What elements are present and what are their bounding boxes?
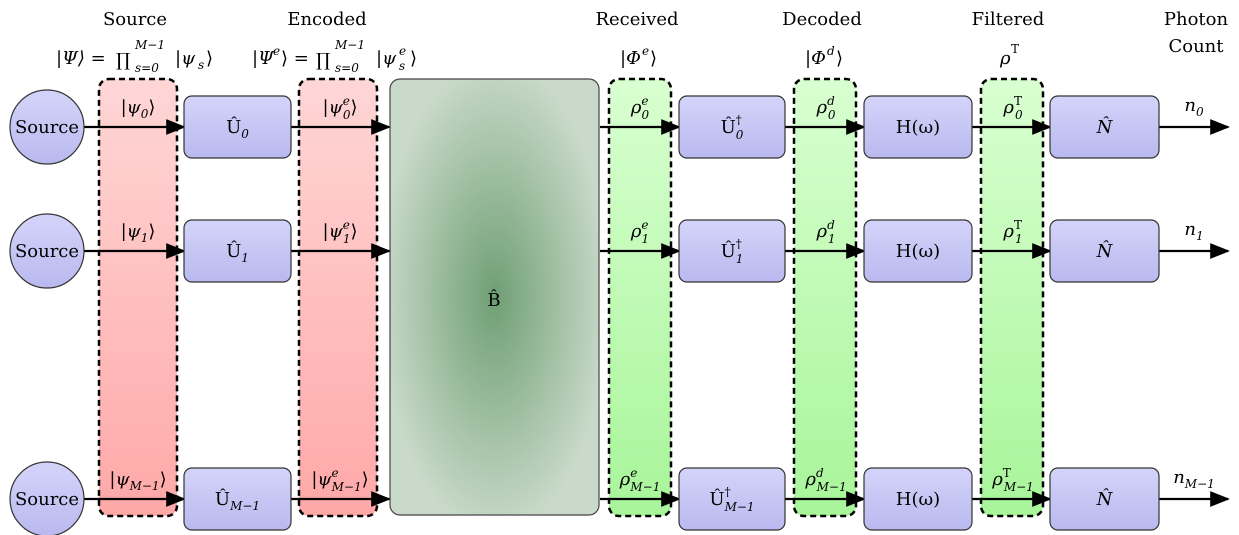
source-prod-upper: M−1: [134, 38, 165, 52]
received-formula: |Φ e ⟩: [620, 44, 657, 69]
photon-count-label: n1: [1184, 219, 1203, 243]
column-headers: Source Encoded Received Decoded Filtered…: [56, 9, 1229, 75]
decoder-block-label: Û† 1: [721, 237, 744, 266]
filtered-formula: ρ T: [999, 42, 1019, 69]
source-formula: |Ψ⟩ = ∏ M−1 s=0 |ψ s ⟩: [56, 38, 213, 75]
encoded-state-band: [297, 77, 379, 518]
svg-text:⟩ =: ⟩ =: [281, 48, 309, 69]
filter-block: [863, 95, 973, 159]
header-filtered: Filtered: [972, 9, 1045, 30]
svg-text:|Ψ: |Ψ: [252, 48, 275, 69]
svg-text:⟩: ⟩: [650, 48, 657, 69]
header-source: Source: [103, 9, 167, 30]
decoded-formula: |Φ d ⟩: [805, 44, 843, 69]
encoder-block: [183, 95, 292, 159]
received-state-label: ρe 1: [630, 218, 649, 246]
encoder-block-label: ÛM−1: [215, 487, 260, 513]
svg-text:ρ: ρ: [999, 48, 1011, 69]
source-state-band: [97, 77, 179, 518]
photon-count-label: nM−1: [1173, 467, 1215, 491]
photon-source: [9, 89, 85, 165]
signal-rows: Source Û0 Û† 0 H(ω) N̂|ψ0⟩ |ψe 0⟩ ρe 0 ρd 0 ρT 0 n0Sou…: [9, 89, 1230, 535]
photon-count-label: n0: [1184, 95, 1204, 119]
header-received: Received: [595, 9, 678, 30]
svg-text:s: s: [198, 58, 204, 72]
encoder-block-label: Û0: [226, 115, 249, 141]
svg-text:e: e: [273, 44, 280, 58]
svg-text:⟩: ⟩: [836, 48, 843, 69]
detector-block: [1049, 219, 1160, 283]
svg-text:s: s: [399, 59, 405, 73]
encoder-block: [183, 219, 292, 283]
filter-block: [863, 467, 973, 531]
source-state-label: |ψM−1⟩: [109, 469, 166, 493]
encoded-prod-lower: s=0: [335, 61, 359, 75]
received-state-label: ρe M−1: [619, 466, 661, 494]
encoder-block-label: Û1: [226, 239, 249, 265]
received-state-band: [607, 77, 673, 518]
channel-box: [389, 78, 600, 516]
decoded-state-label: ρd M−1: [804, 466, 846, 494]
svg-text:|ψ: |ψ: [175, 48, 196, 69]
svg-text:e: e: [642, 44, 649, 58]
header-encoded: Encoded: [287, 9, 366, 30]
decoder-block: [678, 95, 786, 159]
decoded-state-label: ρd 0: [816, 94, 836, 122]
encoder-block: [183, 467, 292, 531]
svg-text:T: T: [1011, 42, 1019, 56]
svg-text:⟩: ⟩: [206, 48, 213, 69]
encoded-state-label: |ψe 0⟩: [323, 94, 358, 122]
decoder-block-label: Û† M−1: [709, 485, 754, 514]
header-decoded: Decoded: [782, 9, 862, 30]
filter-block: [863, 219, 973, 283]
source-prod-lower: s=0: [135, 61, 159, 75]
source-label: Source: [15, 241, 79, 262]
svg-text:|Φ: |Φ: [620, 48, 641, 69]
photon-source: [9, 213, 85, 289]
source-label: Source: [15, 117, 79, 138]
filtered-state-band: [979, 77, 1045, 518]
decoded-state-label: ρd 1: [816, 218, 836, 246]
encoded-state-label: |ψe M−1⟩: [311, 466, 368, 494]
photon-source: [9, 461, 85, 535]
signal-row: Source Û0 Û† 0 H(ω) N̂ |ψ0⟩ |ψe 0⟩ ρe 0 ρd 0 ρT 0 n0: [9, 89, 1230, 165]
svg-text:∏: ∏: [316, 50, 330, 71]
channel-label: B̂: [487, 289, 500, 311]
decoded-state-band: [792, 77, 858, 518]
detector-block-label: N̂: [1096, 240, 1114, 262]
svg-text:|ψ: |ψ: [376, 48, 397, 69]
signal-row: Source ÛM−1 Û† M−1 H(ω) N̂ |ψM−1⟩ |ψe M−1⟩ ρe M−1 ρ…: [9, 461, 1230, 535]
svg-text:d: d: [827, 44, 835, 58]
detector-block-label: N̂: [1096, 116, 1114, 138]
svg-text:|Ψ⟩ =: |Ψ⟩ =: [56, 48, 106, 69]
header-photon: Photon: [1164, 9, 1229, 30]
encoded-prod-upper: M−1: [334, 38, 365, 52]
svg-text:|Φ: |Φ: [805, 48, 826, 69]
filtered-state-label: ρT M−1: [991, 466, 1034, 494]
signal-row: Source Û1 Û† 1 H(ω) N̂ |ψ1⟩ |ψe 1⟩ ρe 1 ρd 1 ρT 1 n1: [9, 213, 1230, 289]
decoder-block: [678, 219, 786, 283]
decoder-block: [678, 467, 786, 531]
received-state-label: ρe 0: [630, 94, 650, 122]
decoder-block-label: Û† 0: [721, 113, 744, 142]
source-state-label: |ψ0⟩: [121, 97, 156, 121]
header-count: Count: [1168, 36, 1224, 57]
svg-text:⟩: ⟩: [410, 48, 417, 69]
detector-block-label: N̂: [1096, 488, 1114, 510]
encoded-state-label: |ψe 1⟩: [323, 218, 358, 246]
filtered-state-label: ρT 1: [1002, 218, 1022, 246]
source-state-label: |ψ1⟩: [121, 221, 156, 245]
filter-block-label: H(ω): [896, 489, 940, 510]
detector-block: [1049, 95, 1160, 159]
svg-text:e: e: [399, 44, 406, 58]
filter-block-label: H(ω): [896, 241, 940, 262]
svg-text:∏: ∏: [116, 50, 130, 71]
filter-block-label: H(ω): [896, 117, 940, 138]
encoded-formula: |Ψ e ⟩ = ∏ M−1 s=0 |ψ e s ⟩: [252, 38, 417, 75]
filtered-state-label: ρT 0: [1002, 94, 1023, 122]
source-label: Source: [15, 489, 79, 510]
detector-block: [1049, 467, 1160, 531]
